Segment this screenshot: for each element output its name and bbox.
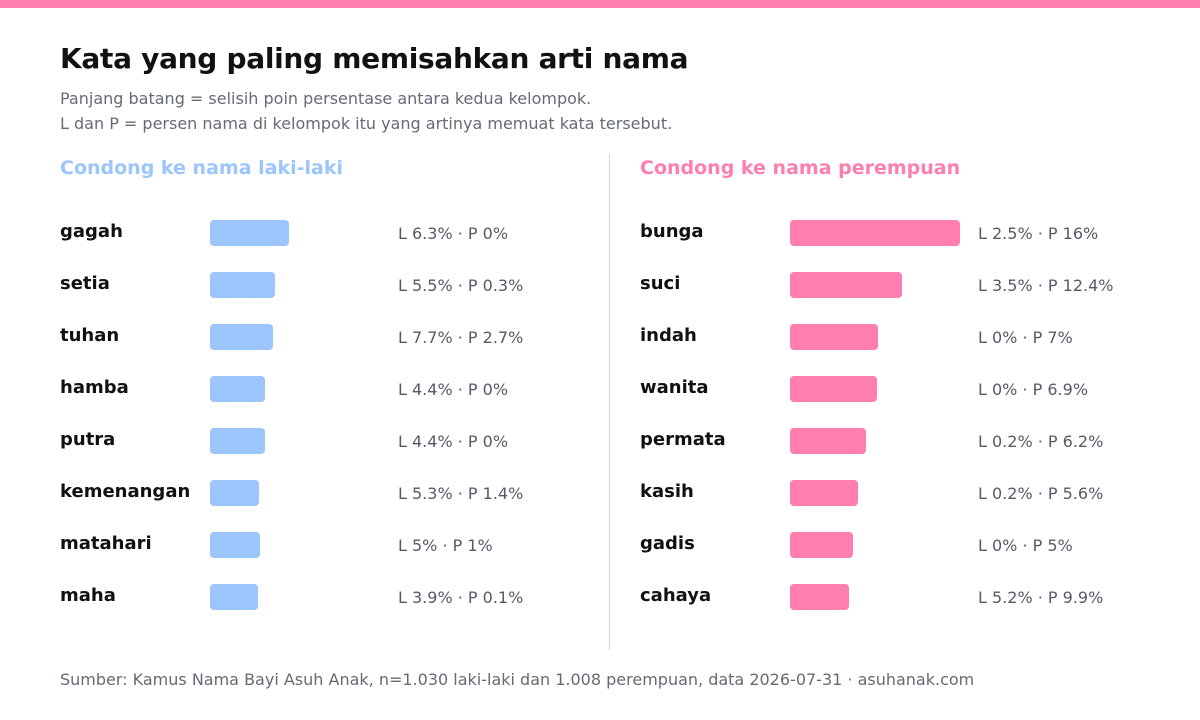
category-label-female: bunga <box>640 221 704 242</box>
data-label-male: L 4.4% · P 0% <box>398 380 509 399</box>
category-label-female: wanita <box>640 377 709 398</box>
panel-heading-female: Condong ke nama perempuan <box>640 157 961 179</box>
data-label-female: L 5.2% · P 9.9% <box>978 588 1104 607</box>
panel-heading-male: Condong ke nama laki-laki <box>60 157 343 179</box>
data-label-male: L 5.5% · P 0.3% <box>398 276 524 295</box>
data-label-female: L 0.2% · P 6.2% <box>978 432 1104 451</box>
category-label-male: maha <box>60 585 116 606</box>
bar-female-cahaya <box>790 584 849 610</box>
bar-male-tuhan <box>210 324 273 350</box>
category-label-male: gagah <box>60 221 123 242</box>
chart-subtitle-line-1: Panjang batang = selisih poin persentase… <box>60 89 592 108</box>
category-label-female: cahaya <box>640 585 712 606</box>
bar-female-kasih <box>790 480 858 506</box>
category-label-female: permata <box>640 429 726 450</box>
bar-male-hamba <box>210 376 265 402</box>
panel-divider <box>609 154 610 650</box>
category-label-female: kasih <box>640 481 694 502</box>
chart-title: Kata yang paling memisahkan arti nama <box>60 42 689 75</box>
category-label-female: suci <box>640 273 681 294</box>
bar-male-matahari <box>210 532 260 558</box>
data-label-female: L 0% · P 5% <box>978 536 1073 555</box>
category-label-female: indah <box>640 325 697 346</box>
data-label-female: L 2.5% · P 16% <box>978 224 1099 243</box>
data-label-male: L 5.3% · P 1.4% <box>398 484 524 503</box>
data-label-female: L 0% · P 6.9% <box>978 380 1089 399</box>
data-label-male: L 3.9% · P 0.1% <box>398 588 524 607</box>
chart-source-footer: Sumber: Kamus Nama Bayi Asuh Anak, n=1.0… <box>60 670 975 689</box>
bar-female-bunga <box>790 220 960 246</box>
data-label-female: L 3.5% · P 12.4% <box>978 276 1114 295</box>
bar-female-wanita <box>790 376 877 402</box>
data-label-male: L 4.4% · P 0% <box>398 432 509 451</box>
data-label-female: L 0.2% · P 5.6% <box>978 484 1104 503</box>
bar-male-putra <box>210 428 265 454</box>
category-label-male: putra <box>60 429 116 450</box>
category-label-male: hamba <box>60 377 129 398</box>
category-label-male: tuhan <box>60 325 120 346</box>
category-label-male: setia <box>60 273 110 294</box>
category-label-female: gadis <box>640 533 695 554</box>
data-label-female: L 0% · P 7% <box>978 328 1073 347</box>
bar-female-suci <box>790 272 902 298</box>
bar-male-kemenangan <box>210 480 259 506</box>
bar-female-gadis <box>790 532 853 558</box>
top-accent-bar <box>0 0 1200 8</box>
data-label-male: L 7.7% · P 2.7% <box>398 328 524 347</box>
data-label-male: L 5% · P 1% <box>398 536 493 555</box>
category-label-male: matahari <box>60 533 152 554</box>
bar-male-gagah <box>210 220 289 246</box>
chart-subtitle-line-2: L dan P = persen nama di kelompok itu ya… <box>60 114 673 133</box>
bar-female-indah <box>790 324 878 350</box>
bar-male-setia <box>210 272 275 298</box>
data-label-male: L 6.3% · P 0% <box>398 224 509 243</box>
bar-female-permata <box>790 428 866 454</box>
category-label-male: kemenangan <box>60 481 191 502</box>
bar-male-maha <box>210 584 258 610</box>
